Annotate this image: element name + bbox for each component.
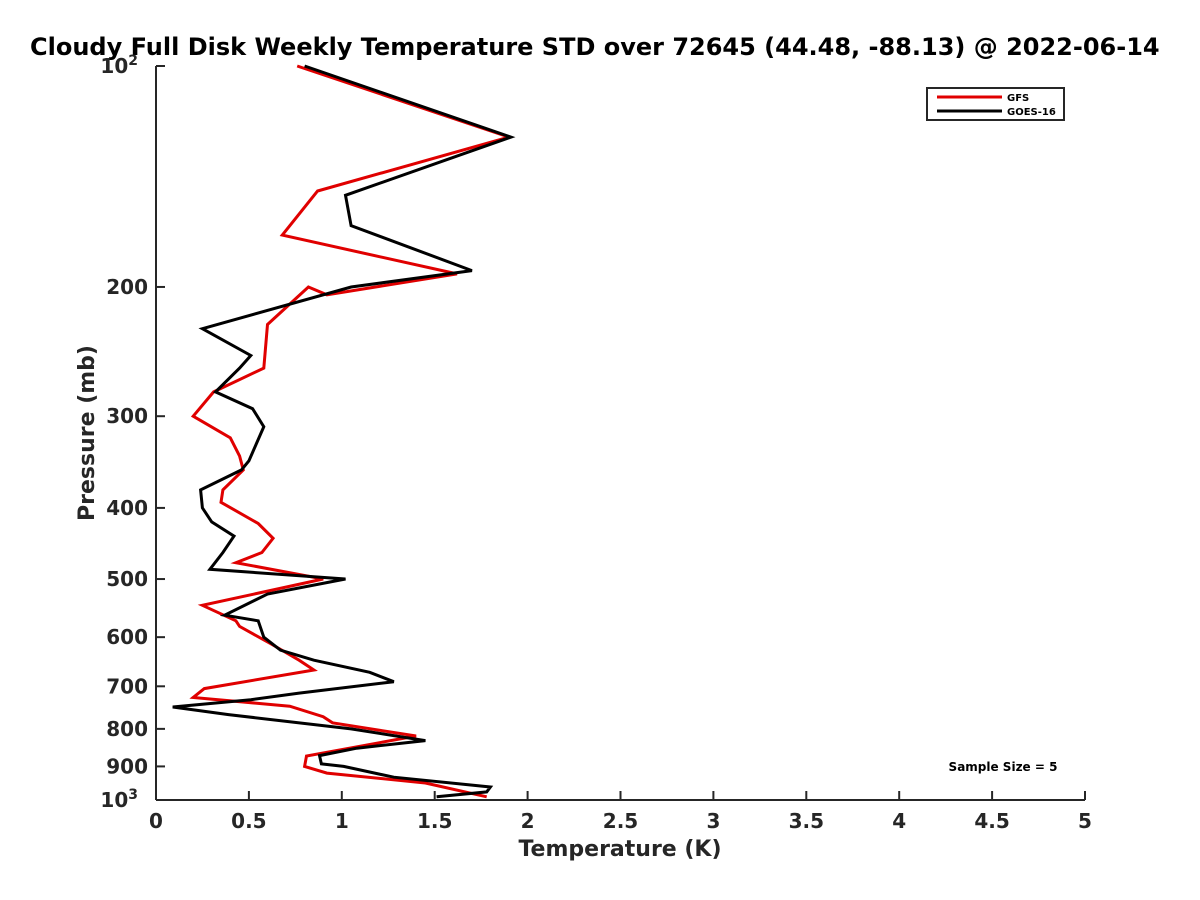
y-tick-label: 800 [106, 717, 148, 741]
y-tick-label: 300 [106, 404, 148, 428]
chart-title: Cloudy Full Disk Weekly Temperature STD … [30, 33, 1160, 61]
legend-label-gfs: GFS [1007, 93, 1029, 104]
x-tick-label: 4.5 [974, 809, 1009, 833]
y-tick-base: 10 [100, 788, 128, 812]
x-axis-label: Temperature (K) [518, 837, 721, 862]
y-tick-label: 900 [106, 754, 148, 778]
x-tick-label: 4 [892, 809, 906, 833]
x-tick-label: 3.5 [789, 809, 824, 833]
legend-label-goes-16: GOES-16 [1007, 107, 1056, 118]
y-tick-label: 200 [106, 275, 148, 299]
y-tick-label: 103 [100, 787, 138, 812]
x-tick-label: 0.5 [231, 809, 266, 833]
y-tick-label: 500 [106, 567, 148, 591]
series-line-gfs [189, 64, 515, 799]
x-tick-label: 5 [1078, 809, 1092, 833]
series-line-goes-16 [172, 64, 516, 799]
x-tick-label: 2.5 [603, 809, 638, 833]
x-tick-label: 0 [149, 809, 163, 833]
x-tick-label: 3 [706, 809, 720, 833]
x-tick-label: 1 [335, 809, 349, 833]
y-tick-label: 400 [106, 496, 148, 520]
y-tick-exponent: 2 [128, 53, 138, 69]
legend-box [926, 87, 1065, 121]
sample-size-annotation: Sample Size = 5 [949, 760, 1058, 774]
y-tick-label: 600 [106, 625, 148, 649]
legend: GFS GOES-16 [926, 87, 1065, 121]
x-tick-label: 1.5 [417, 809, 452, 833]
y-tick-base: 10 [100, 54, 128, 78]
y-tick-exponent: 3 [128, 787, 138, 803]
y-tick-label: 102 [100, 53, 138, 78]
plot-area: 0 0.5 1 1.5 2 2.5 3 3.5 4 4.5 51022003004005006007… [100, 53, 1092, 833]
y-tick-label: 700 [106, 674, 148, 698]
x-tick-label: 2 [521, 809, 535, 833]
y-axis-label: Pressure (mb) [75, 345, 100, 521]
